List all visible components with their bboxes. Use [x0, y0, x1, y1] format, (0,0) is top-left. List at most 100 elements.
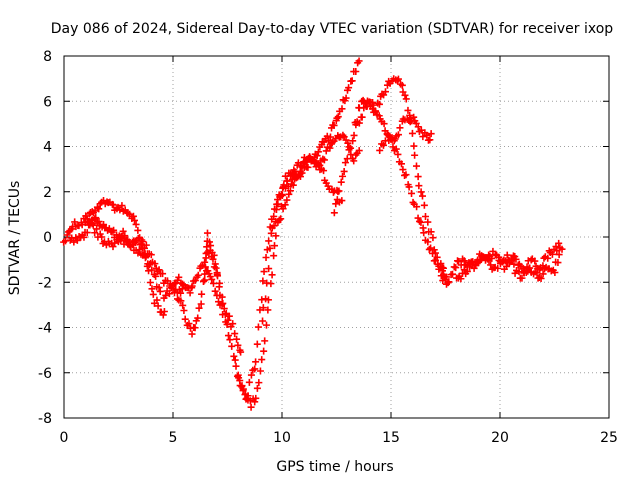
- data-point: [95, 218, 103, 226]
- data-point: [126, 243, 134, 251]
- data-point: [91, 215, 99, 223]
- data-point: [258, 296, 266, 304]
- data-point: [229, 320, 237, 328]
- data-point: [416, 217, 424, 225]
- data-point: [247, 371, 255, 379]
- data-point: [303, 158, 311, 166]
- data-point: [278, 191, 286, 199]
- data-point: [93, 225, 101, 233]
- data-point: [199, 278, 207, 286]
- data-point: [132, 220, 140, 228]
- data-point: [286, 187, 294, 195]
- data-point: [414, 214, 422, 222]
- data-point: [91, 207, 99, 215]
- data-point: [437, 272, 445, 280]
- data-point: [271, 242, 279, 250]
- data-point: [198, 290, 206, 298]
- data-point: [262, 321, 270, 329]
- data-point: [288, 169, 296, 177]
- data-point: [429, 234, 437, 242]
- data-point: [376, 146, 384, 154]
- data-point: [320, 156, 328, 164]
- data-point: [463, 267, 471, 275]
- data-point: [524, 257, 532, 265]
- data-point: [485, 257, 493, 265]
- data-point: [398, 81, 406, 89]
- data-point: [218, 300, 226, 308]
- data-point: [333, 196, 341, 204]
- data-point: [484, 255, 492, 263]
- data-point: [231, 356, 239, 364]
- data-point: [413, 203, 421, 211]
- data-point: [119, 227, 127, 235]
- data-point: [284, 182, 292, 190]
- data-point: [203, 229, 211, 237]
- data-point: [452, 264, 460, 272]
- data-point: [494, 264, 502, 272]
- data-point: [380, 120, 388, 128]
- data-point: [397, 160, 405, 168]
- data-point: [201, 263, 209, 271]
- data-point: [109, 243, 117, 251]
- data-point: [333, 114, 341, 122]
- data-point: [252, 358, 260, 366]
- data-point: [234, 371, 242, 379]
- data-point: [118, 202, 126, 210]
- data-point: [265, 265, 273, 273]
- data-point: [194, 271, 202, 279]
- data-point: [266, 244, 274, 252]
- data-point: [165, 290, 173, 298]
- data-point: [424, 218, 432, 226]
- data-point: [340, 167, 348, 175]
- data-point: [283, 177, 291, 185]
- data-point: [425, 245, 433, 253]
- data-point: [212, 264, 220, 272]
- data-point: [260, 268, 268, 276]
- data-point: [326, 144, 334, 152]
- data-point: [427, 228, 435, 236]
- data-point: [298, 163, 306, 171]
- data-point: [326, 133, 334, 141]
- data-point: [155, 284, 163, 292]
- data-point: [392, 145, 400, 153]
- data-point: [394, 131, 402, 139]
- data-point: [201, 270, 209, 278]
- data-point: [191, 324, 199, 332]
- data-point: [379, 141, 387, 149]
- data-point: [262, 295, 270, 303]
- data-point: [134, 234, 142, 242]
- data-point: [432, 256, 440, 264]
- data-point: [265, 237, 273, 245]
- data-point: [352, 68, 360, 76]
- data-point: [510, 260, 518, 268]
- data-point: [237, 348, 245, 356]
- data-point: [209, 279, 217, 287]
- x-axis: 0 5 10 15 20 25: [60, 56, 618, 446]
- data-point: [441, 273, 449, 281]
- data-point: [314, 160, 322, 168]
- data-point: [334, 113, 342, 121]
- x-tick-label: 0: [60, 430, 69, 446]
- data-point: [83, 229, 91, 237]
- y-tick-label: -2: [38, 275, 52, 291]
- data-point: [142, 253, 150, 261]
- data-point: [402, 171, 410, 179]
- data-point: [209, 255, 217, 263]
- data-point: [201, 276, 209, 284]
- data-point: [177, 297, 185, 305]
- data-point: [91, 229, 99, 237]
- data-point: [259, 277, 267, 285]
- data-point: [342, 94, 350, 102]
- data-point: [423, 131, 431, 139]
- data-point: [350, 131, 358, 139]
- data-point: [210, 251, 218, 259]
- data-point: [254, 323, 262, 331]
- data-point: [370, 101, 378, 109]
- data-point: [313, 152, 321, 160]
- data-point: [110, 226, 118, 234]
- data-point: [531, 257, 539, 265]
- y-axis: -8 -6 -4 -2 0 2 4 6 8: [38, 49, 609, 427]
- data-point: [73, 236, 81, 244]
- data-point: [95, 205, 103, 213]
- data-point: [231, 330, 239, 338]
